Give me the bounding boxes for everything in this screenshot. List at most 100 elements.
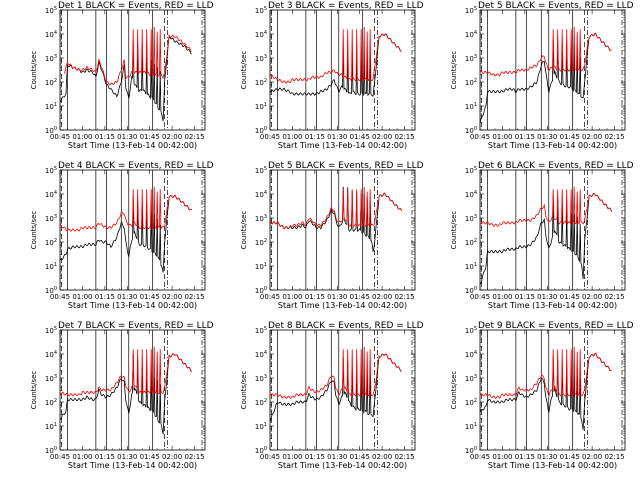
y-tick-label: 104 <box>255 350 267 359</box>
panel-title: Det 8 BLACK = Events, RED = LLD <box>268 321 424 331</box>
x-tick-label: 02:00 <box>162 293 182 301</box>
events-series-line <box>479 192 612 285</box>
x-tick-label: 01:00 <box>282 133 302 141</box>
x-tick-label: 02:00 <box>162 133 182 141</box>
y-tick-label: 104 <box>465 30 477 39</box>
panel-title-detector: Det 5 <box>268 161 295 171</box>
y-tick-label: 104 <box>255 190 267 199</box>
panel-title: Det 3 BLACK = Events, RED = LLD <box>268 1 424 11</box>
y-axis-label: Counts/sec <box>450 371 458 410</box>
x-axis-label: Start Time (13-Feb-14 00:42:00) <box>488 141 617 150</box>
y-tick-label: 104 <box>465 190 477 199</box>
x-tick-label: 02:15 <box>604 293 624 301</box>
panel-title-detector: Det 5 <box>478 1 505 11</box>
y-axis-label: Counts/sec <box>240 371 248 410</box>
chart-panel-5: Det 5 BLACK = Events, RED = LLD 100 101 102… <box>240 161 424 310</box>
x-axis-label: Start Time (13-Feb-14 00:42:00) <box>68 141 197 150</box>
y-tick-label: 101 <box>255 102 267 111</box>
chart-panel-7: Det 7 BLACK = Events, RED = LLD 100 101 102… <box>30 321 214 470</box>
y-tick-label: 100 <box>255 286 267 295</box>
y-tick-label: 103 <box>255 374 267 383</box>
x-tick-label: 02:00 <box>582 453 602 461</box>
plot-frame <box>479 169 626 291</box>
panel-title: Det 7 BLACK = Events, RED = LLD <box>58 321 214 331</box>
chart-panel-4: Det 4 BLACK = Events, RED = LLD 100 101 102… <box>30 161 214 310</box>
x-tick-label: 01:30 <box>327 453 347 461</box>
x-tick-label: 02:15 <box>184 453 204 461</box>
x-tick-label: 00:45 <box>50 133 70 141</box>
x-tick-label: 01:30 <box>537 293 557 301</box>
x-tick-label: 02:00 <box>372 293 392 301</box>
panel-title-detector: Det 6 <box>478 161 505 171</box>
panel-title-events: BLACK = Events, <box>295 1 374 11</box>
plot-frame <box>59 169 206 291</box>
y-tick-label: 105 <box>255 166 267 175</box>
x-axis-label: Start Time (13-Feb-14 00:42:00) <box>68 461 197 470</box>
x-tick-label: 01:30 <box>327 293 347 301</box>
chart-panel-3: Det 5 BLACK = Events, RED = LLD 100 101 102… <box>450 1 634 150</box>
x-tick-label: 00:45 <box>260 133 280 141</box>
y-axis-label: Counts/sec <box>450 51 458 90</box>
lld-series-line <box>269 346 402 399</box>
chart-panel-2: Det 3 BLACK = Events, RED = LLD 100 101 102… <box>240 1 424 150</box>
y-axis-label: Counts/sec <box>240 51 248 90</box>
x-tick-label: 01:15 <box>515 133 535 141</box>
y-tick-label: 102 <box>465 398 477 407</box>
y-tick-label: 105 <box>465 166 477 175</box>
x-tick-label: 01:00 <box>492 453 512 461</box>
panel-title: Det 6 BLACK = Events, RED = LLD <box>478 161 634 171</box>
x-tick-label: 02:15 <box>604 453 624 461</box>
panel-title-lld: RED = LLD <box>375 1 424 11</box>
y-tick-label: 101 <box>465 262 477 271</box>
y-tick-label: 100 <box>45 446 57 455</box>
x-tick-label: 00:45 <box>470 293 490 301</box>
x-tick-label: 01:45 <box>560 293 580 301</box>
x-tick-label: 01:45 <box>350 453 370 461</box>
lld-series-line <box>479 26 612 77</box>
plot-frame <box>269 329 416 451</box>
x-tick-label: 00:45 <box>470 133 490 141</box>
chart-panel-8: Det 8 BLACK = Events, RED = LLD 100 101 102… <box>240 321 424 470</box>
y-tick-label: 101 <box>255 262 267 271</box>
x-tick-label: 02:15 <box>604 133 624 141</box>
x-tick-label: 01:45 <box>350 293 370 301</box>
y-tick-label: 100 <box>465 446 477 455</box>
events-series-line <box>479 352 612 430</box>
x-tick-label: 01:00 <box>72 293 92 301</box>
y-tick-label: 102 <box>45 78 57 87</box>
y-tick-label: 104 <box>45 190 57 199</box>
chart-panel-6: Det 6 BLACK = Events, RED = LLD 100 101 102… <box>450 161 634 310</box>
y-tick-label: 100 <box>465 126 477 135</box>
y-tick-label: 103 <box>45 214 57 223</box>
x-tick-label: 02:15 <box>184 293 204 301</box>
x-tick-label: 01:30 <box>327 133 347 141</box>
panel-title-detector: Det 1 <box>58 1 85 11</box>
x-tick-label: 01:15 <box>95 453 115 461</box>
y-tick-label: 103 <box>45 54 57 63</box>
x-tick-label: 00:45 <box>50 453 70 461</box>
x-tick-label: 01:00 <box>492 133 512 141</box>
plot-frame <box>59 329 206 451</box>
lld-series-line <box>479 186 612 227</box>
y-axis-label: Counts/sec <box>450 211 458 250</box>
x-tick-label: 02:00 <box>372 133 392 141</box>
x-tick-label: 01:30 <box>117 133 137 141</box>
x-tick-label: 02:00 <box>372 453 392 461</box>
x-tick-label: 01:30 <box>117 453 137 461</box>
x-tick-label: 01:15 <box>95 293 115 301</box>
lld-series-line <box>59 346 192 397</box>
panel-title-lld: RED = LLD <box>375 321 424 331</box>
plot-frame <box>269 169 416 291</box>
x-tick-label: 01:45 <box>140 133 160 141</box>
panel-title: Det 4 BLACK = Events, RED = LLD <box>58 161 214 171</box>
x-tick-label: 01:15 <box>305 293 325 301</box>
y-tick-label: 105 <box>45 166 57 175</box>
x-tick-label: 01:00 <box>72 133 92 141</box>
x-tick-label: 01:45 <box>350 133 370 141</box>
panel-title-lld: RED = LLD <box>375 161 424 171</box>
x-tick-label: 01:00 <box>72 453 92 461</box>
x-tick-label: 01:15 <box>95 133 115 141</box>
y-tick-label: 100 <box>45 286 57 295</box>
events-series-line <box>269 33 402 97</box>
x-tick-label: 02:00 <box>162 453 182 461</box>
